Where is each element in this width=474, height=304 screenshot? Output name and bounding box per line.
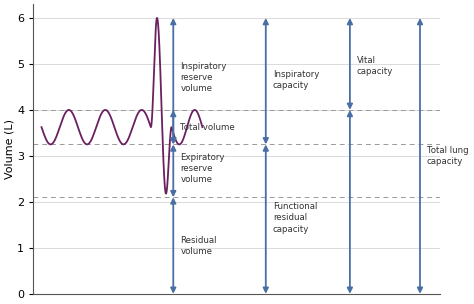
Text: Total volume: Total volume xyxy=(180,123,235,132)
Text: Residual
volume: Residual volume xyxy=(180,236,217,256)
Y-axis label: Volume (L): Volume (L) xyxy=(4,119,14,179)
Text: Inspiratory
reserve
volume: Inspiratory reserve volume xyxy=(180,62,227,93)
Text: Expiratory
reserve
volume: Expiratory reserve volume xyxy=(180,153,225,184)
Text: Functional
residual
capacity: Functional residual capacity xyxy=(273,202,317,233)
Text: Total lung
capacity: Total lung capacity xyxy=(427,146,469,166)
Text: Vital
capacity: Vital capacity xyxy=(357,56,393,76)
Text: Inspiratory
capacity: Inspiratory capacity xyxy=(273,70,319,90)
